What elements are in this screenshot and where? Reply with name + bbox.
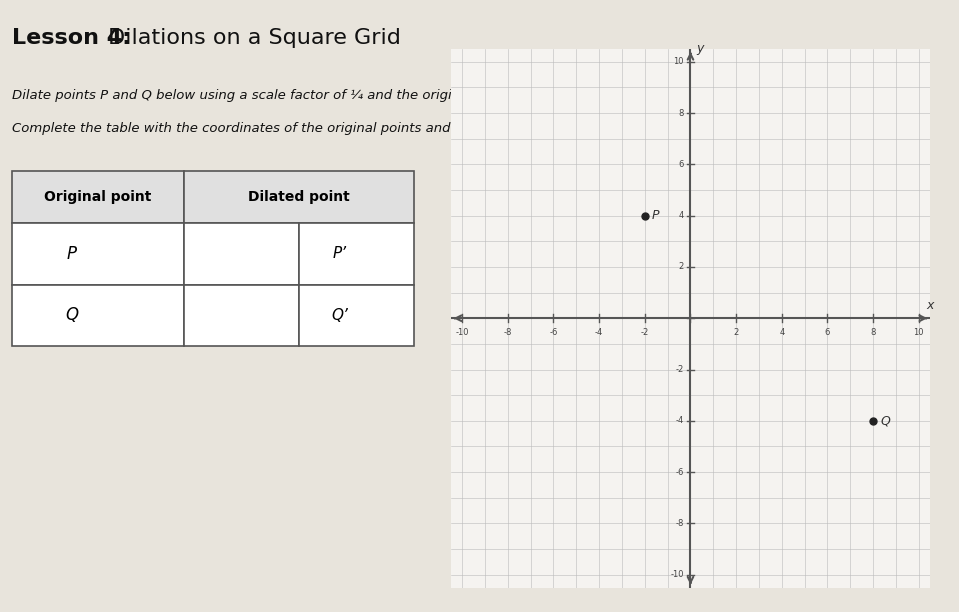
Text: 10: 10	[673, 58, 684, 66]
FancyBboxPatch shape	[12, 171, 184, 223]
Text: Lesson 4:: Lesson 4:	[12, 28, 130, 48]
Text: 4: 4	[678, 211, 684, 220]
Text: Q’: Q’	[331, 308, 348, 323]
FancyBboxPatch shape	[184, 171, 414, 223]
Text: Q: Q	[65, 306, 79, 324]
Text: Dilations on a Square Grid: Dilations on a Square Grid	[101, 28, 401, 48]
FancyBboxPatch shape	[184, 285, 299, 346]
Text: x: x	[926, 299, 934, 312]
Text: Dilated point: Dilated point	[248, 190, 350, 204]
Text: 6: 6	[678, 160, 684, 169]
Text: Original point: Original point	[44, 190, 152, 204]
Text: P’: P’	[333, 247, 346, 261]
Text: Dilate points P and Q below using a scale factor of ¼ and the origin as the cent: Dilate points P and Q below using a scal…	[12, 89, 626, 102]
Text: -2: -2	[641, 329, 649, 337]
Text: -10: -10	[670, 570, 684, 579]
FancyBboxPatch shape	[12, 285, 184, 346]
Text: -2: -2	[675, 365, 684, 374]
FancyBboxPatch shape	[299, 285, 414, 346]
Text: 10: 10	[914, 329, 924, 337]
Text: 4: 4	[780, 329, 784, 337]
Text: 2: 2	[734, 329, 738, 337]
Text: 8: 8	[871, 329, 876, 337]
FancyBboxPatch shape	[184, 223, 299, 285]
Text: Complete the table with the coordinates of the original points and their images,: Complete the table with the coordinates …	[12, 122, 610, 135]
Text: -10: -10	[456, 329, 469, 337]
FancyBboxPatch shape	[299, 223, 414, 285]
Text: 2: 2	[678, 263, 684, 272]
Text: -6: -6	[675, 468, 684, 477]
Text: P: P	[67, 245, 77, 263]
Text: -8: -8	[675, 519, 684, 528]
Text: y: y	[696, 42, 703, 56]
Text: -8: -8	[503, 329, 512, 337]
Text: 6: 6	[825, 329, 830, 337]
FancyBboxPatch shape	[12, 223, 184, 285]
Text: 8: 8	[678, 108, 684, 118]
Text: -4: -4	[675, 416, 684, 425]
Text: -6: -6	[550, 329, 558, 337]
Text: Q: Q	[880, 414, 890, 427]
Text: P: P	[652, 209, 659, 222]
Text: -4: -4	[595, 329, 603, 337]
